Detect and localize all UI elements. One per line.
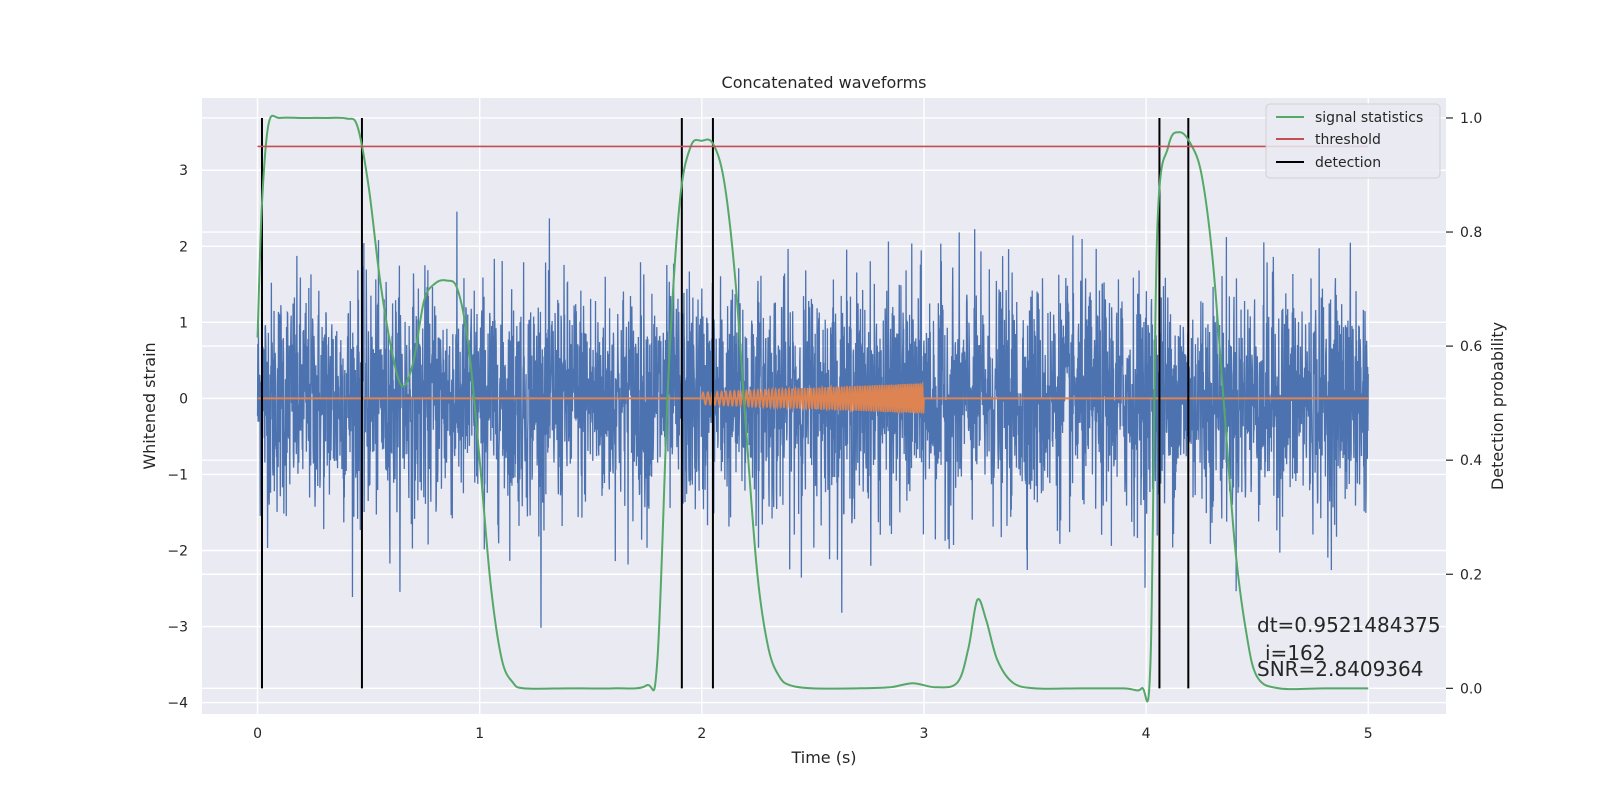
x-tick-label: 3 xyxy=(920,726,929,742)
y-tick-label: 3 xyxy=(179,163,188,179)
detection-lines xyxy=(260,117,1190,689)
y2-tick-label: 0.2 xyxy=(1460,567,1482,583)
x-tick-label: 4 xyxy=(1142,726,1151,742)
y-tick-label: 2 xyxy=(179,239,188,255)
y2-tick-label: 1.0 xyxy=(1460,111,1482,127)
y2-axis-label: Detection probability xyxy=(1488,322,1507,490)
x-axis-ticks: 0 1 2 3 4 5 xyxy=(253,726,1373,742)
y2-tick-label: 0.0 xyxy=(1460,681,1482,697)
y2-tick-label: 0.8 xyxy=(1460,225,1482,241)
y-tick-label: 0 xyxy=(179,391,188,407)
y-tick-label: 1 xyxy=(179,315,188,331)
plot-content xyxy=(256,114,1369,703)
y2-tick-label: 0.4 xyxy=(1460,453,1482,469)
y-tick-label: −3 xyxy=(167,620,188,636)
y-axis-label: Whitened strain xyxy=(140,342,159,469)
y-tick-label: −1 xyxy=(167,467,188,483)
x-tick-label: 5 xyxy=(1364,726,1373,742)
y2-tick-label: 0.6 xyxy=(1460,339,1482,355)
legend-box xyxy=(1265,103,1441,179)
y-tick-label: −4 xyxy=(167,696,188,712)
series-signal-statistics xyxy=(256,114,1369,703)
x-tick-label: 1 xyxy=(475,726,484,742)
annotation-snr: SNR=2.8409364 xyxy=(1257,657,1423,681)
x-tick-label: 2 xyxy=(697,726,706,742)
legend-label-threshold: threshold xyxy=(1315,132,1381,148)
annotation-index: i=162 xyxy=(1265,641,1326,665)
series-whitened-strain xyxy=(256,211,1369,628)
legend-label-detection: detection xyxy=(1315,155,1381,171)
y-axis-ticks: −4 −3 −2 −1 0 1 2 3 xyxy=(167,163,188,711)
y-tick-label: −2 xyxy=(167,543,188,559)
annotation-dt: dt=0.9521484375 xyxy=(1257,613,1441,637)
legend: signal statistics threshold detection xyxy=(1265,103,1441,179)
x-axis-label: Time (s) xyxy=(790,748,856,767)
x-tick-label: 0 xyxy=(253,726,262,742)
legend-label-signal-statistics: signal statistics xyxy=(1315,110,1423,126)
y2-axis-ticks: 0.0 0.2 0.4 0.6 0.8 1.0 xyxy=(1446,111,1482,697)
chart-title: Concatenated waveforms xyxy=(722,73,927,92)
